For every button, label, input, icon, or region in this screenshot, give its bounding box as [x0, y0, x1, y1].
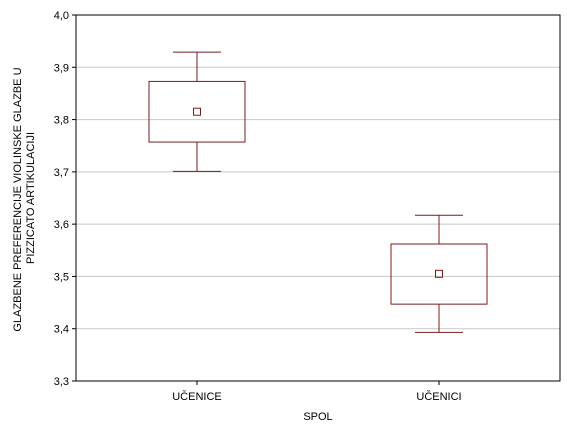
box	[390, 243, 488, 305]
y-tick-label: 3,3	[54, 376, 69, 388]
mean-marker	[193, 107, 201, 116]
y-tick-label: 3,4	[54, 324, 69, 336]
box-series	[148, 51, 488, 333]
y-tick-label: 3,5	[54, 271, 69, 283]
y-axis-label-line-2: PIZZICATO ARTIKULACIJI	[25, 132, 37, 264]
y-tick-label: 3,8	[54, 115, 69, 127]
box-group	[148, 51, 246, 172]
x-axis: UČENICE UČENICI	[172, 381, 462, 403]
mean-marker	[435, 269, 443, 278]
y-axis-label: GLAZBENE PREFERENCIJE VIOLINSKE GLAZBE U…	[12, 64, 37, 331]
y-tick-label: 4,0	[54, 10, 69, 22]
y-tick-label: 3,9	[54, 62, 69, 74]
x-axis-label: SPOL	[303, 411, 332, 423]
y-axis: 3,3 3,4 3,5 3,6 3,7 3,8 3,9 4,0	[54, 10, 76, 388]
box	[148, 80, 246, 143]
y-tick-label: 3,6	[54, 219, 69, 231]
plot-frame	[75, 14, 561, 382]
y-axis-label-line-1: GLAZBENE PREFERENCIJE VIOLINSKE GLAZBE U	[12, 67, 24, 331]
grid-lines	[76, 66, 560, 330]
box-group	[390, 214, 488, 333]
x-tick-label: UČENICE	[172, 390, 222, 403]
x-tick-label: UČENICI	[416, 390, 461, 403]
y-tick-label: 3,7	[54, 167, 69, 179]
